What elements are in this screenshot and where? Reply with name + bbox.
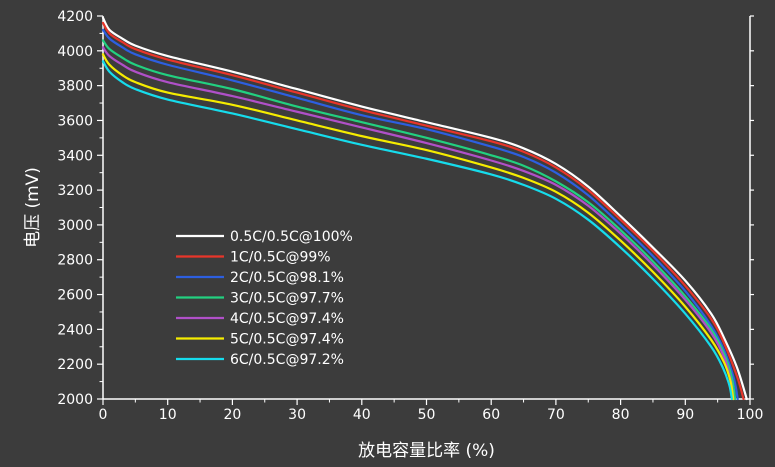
series-line-2 [101, 21, 745, 401]
y-tick-label: 4000 [57, 44, 93, 60]
x-tick-label: 30 [288, 407, 306, 423]
y-tick-label: 3400 [57, 148, 93, 164]
y-tick-label: 2800 [57, 253, 93, 269]
legend-label-7: 6C/0.5C@97.2% [230, 352, 344, 368]
x-tick-label: 50 [418, 407, 436, 423]
series-layer [101, 16, 748, 401]
series-line-4 [101, 39, 737, 401]
axes: 0 10 20 30 40 50 60 70 80 90 100 2000 2200 2400 2600 28… [57, 9, 763, 423]
legend-label-5: 4C/0.5C@97.4% [230, 311, 344, 327]
y-tick-label: 3200 [57, 183, 93, 199]
series-line-5 [101, 46, 735, 401]
legend-label-2: 1C/0.5C@99% [230, 250, 331, 266]
y-tick-label: 2600 [57, 288, 93, 304]
y-axis-title: 电压 (mV) [23, 167, 43, 248]
x-tick-label: 40 [353, 407, 371, 423]
x-tick-label: 20 [223, 407, 241, 423]
y-tick-label: 4200 [57, 9, 93, 25]
series-line-3 [101, 28, 739, 401]
y-tick-label: 3600 [57, 113, 93, 129]
legend: 0.5C/0.5C@100% 1C/0.5C@99% 2C/0.5C@98.1% 3C… [176, 229, 353, 368]
legend-label-6: 5C/0.5C@97.4% [230, 332, 344, 348]
y-tick-label: 2400 [57, 322, 93, 338]
x-tick-label: 10 [159, 407, 177, 423]
series-line-1 [101, 16, 748, 401]
series-line-7 [101, 60, 733, 401]
x-tick-label: 0 [99, 407, 108, 423]
y-tick-label: 3800 [57, 79, 93, 95]
legend-label-3: 2C/0.5C@98.1% [230, 270, 344, 286]
x-tick-label: 60 [482, 407, 500, 423]
y-tick-label: 2000 [57, 392, 93, 408]
legend-label-4: 3C/0.5C@97.7% [230, 291, 344, 307]
x-tick-label: 100 [737, 407, 764, 423]
y-tick-label: 2200 [57, 357, 93, 373]
x-tick-label: 90 [676, 407, 694, 423]
x-tick-label: 70 [547, 407, 565, 423]
x-tick-label: 80 [612, 407, 630, 423]
x-axis-title: 放电容量比率 (%) [358, 441, 495, 461]
legend-label-1: 0.5C/0.5C@100% [230, 229, 353, 245]
y-tick-label: 3000 [57, 218, 93, 234]
series-line-6 [101, 53, 735, 401]
